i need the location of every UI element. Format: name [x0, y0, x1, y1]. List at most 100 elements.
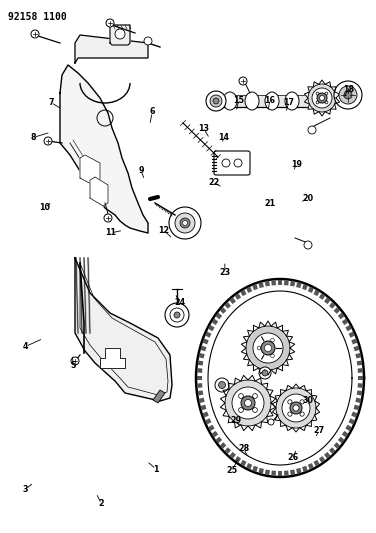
Circle shape [316, 101, 319, 104]
Circle shape [218, 382, 226, 389]
Polygon shape [75, 258, 172, 401]
Circle shape [325, 101, 328, 104]
Ellipse shape [223, 92, 237, 110]
Polygon shape [60, 65, 148, 233]
Polygon shape [334, 307, 340, 314]
Polygon shape [334, 442, 340, 449]
Text: 24: 24 [174, 298, 185, 307]
Polygon shape [224, 302, 231, 309]
Circle shape [300, 412, 304, 416]
Polygon shape [342, 431, 349, 438]
Text: 3: 3 [23, 485, 28, 494]
Circle shape [180, 218, 190, 228]
Circle shape [288, 400, 292, 404]
Polygon shape [252, 284, 258, 290]
Polygon shape [265, 281, 270, 287]
Polygon shape [296, 282, 302, 288]
Circle shape [175, 213, 195, 233]
Circle shape [241, 396, 255, 410]
Polygon shape [252, 466, 258, 472]
Polygon shape [278, 471, 282, 476]
Polygon shape [199, 353, 205, 358]
Polygon shape [199, 398, 205, 403]
Circle shape [276, 388, 316, 428]
Circle shape [144, 37, 152, 45]
Text: 20: 20 [302, 194, 313, 203]
Polygon shape [220, 442, 226, 449]
Circle shape [169, 207, 201, 239]
Circle shape [308, 126, 316, 134]
Circle shape [246, 326, 290, 370]
Polygon shape [358, 376, 363, 380]
Text: 5: 5 [71, 361, 76, 369]
Polygon shape [319, 293, 325, 300]
Polygon shape [342, 319, 349, 325]
Polygon shape [258, 282, 264, 288]
Text: 25: 25 [227, 466, 238, 474]
Polygon shape [246, 463, 252, 470]
Polygon shape [351, 411, 358, 417]
Text: 16: 16 [264, 96, 276, 104]
Circle shape [239, 408, 243, 413]
Polygon shape [338, 313, 344, 319]
Polygon shape [351, 338, 358, 344]
Circle shape [106, 19, 114, 27]
FancyBboxPatch shape [214, 151, 250, 175]
Polygon shape [100, 348, 125, 368]
Circle shape [257, 346, 261, 350]
Circle shape [165, 303, 189, 327]
Polygon shape [314, 289, 320, 296]
Circle shape [232, 387, 264, 419]
Polygon shape [215, 313, 222, 319]
Polygon shape [197, 383, 202, 388]
Text: 4: 4 [23, 342, 28, 351]
Circle shape [206, 91, 226, 111]
Polygon shape [346, 325, 352, 332]
Text: 29: 29 [230, 416, 242, 424]
Text: 23: 23 [219, 269, 230, 277]
Text: 18: 18 [343, 85, 355, 94]
Polygon shape [220, 375, 276, 431]
Polygon shape [271, 280, 276, 286]
Circle shape [261, 341, 275, 355]
Polygon shape [324, 452, 331, 458]
Circle shape [290, 402, 302, 414]
Circle shape [268, 419, 274, 425]
Polygon shape [284, 471, 289, 476]
Polygon shape [338, 437, 344, 443]
Polygon shape [235, 293, 241, 300]
Polygon shape [358, 383, 363, 388]
Polygon shape [271, 471, 276, 476]
Text: 21: 21 [264, 199, 276, 208]
Ellipse shape [265, 92, 279, 110]
Text: 28: 28 [238, 445, 249, 453]
Text: 14: 14 [218, 133, 229, 142]
Polygon shape [314, 460, 320, 466]
Text: 12: 12 [158, 226, 169, 235]
Circle shape [31, 30, 39, 38]
Circle shape [239, 77, 247, 85]
Polygon shape [224, 447, 231, 454]
Polygon shape [284, 280, 289, 286]
Circle shape [317, 93, 327, 103]
Circle shape [225, 380, 271, 426]
Polygon shape [240, 289, 247, 296]
Text: 2: 2 [99, 499, 104, 508]
Text: 6: 6 [150, 108, 155, 116]
Polygon shape [349, 418, 355, 424]
Text: 92158 1100: 92158 1100 [8, 12, 67, 22]
Polygon shape [308, 287, 314, 293]
Circle shape [215, 378, 229, 392]
Circle shape [182, 221, 188, 225]
Polygon shape [153, 390, 165, 403]
Polygon shape [197, 376, 202, 380]
Circle shape [288, 412, 292, 416]
Text: 19: 19 [291, 160, 302, 168]
Text: 11: 11 [105, 229, 117, 237]
Polygon shape [329, 302, 335, 309]
Circle shape [320, 95, 324, 101]
Polygon shape [346, 425, 352, 431]
Polygon shape [290, 470, 295, 475]
Circle shape [253, 393, 258, 398]
Polygon shape [235, 456, 241, 463]
